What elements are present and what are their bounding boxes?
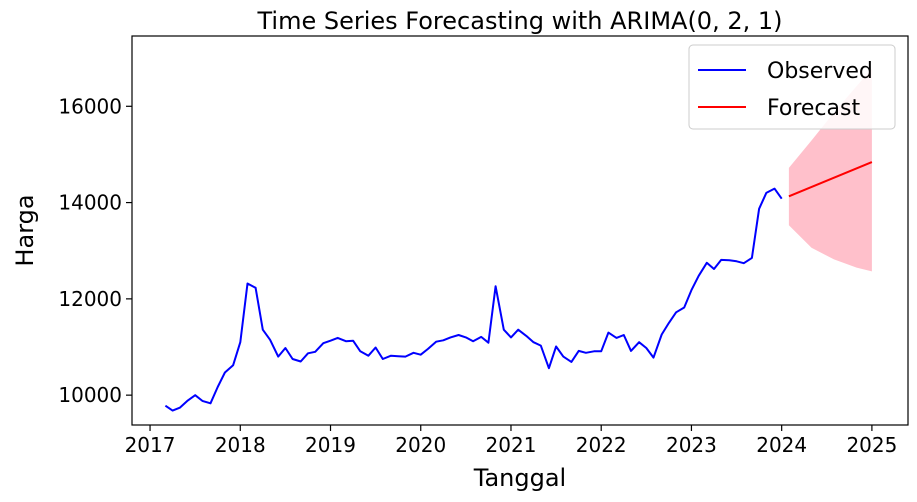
x-tick-label: 2024 (756, 433, 807, 457)
x-tick-label: 2025 (846, 433, 897, 457)
x-tick-label: 2021 (486, 433, 537, 457)
plot-frame (131, 35, 909, 426)
series-line-forecast (788, 161, 873, 198)
chart-title: Time Series Forecasting with ARIMA(0, 2,… (257, 7, 783, 35)
x-tick-label: 2020 (395, 433, 446, 457)
x-tick-label: 2018 (215, 433, 266, 457)
x-tick-label: 2017 (125, 433, 176, 457)
legend: Observed Forecast (688, 44, 896, 130)
y-axis-label: Harga (11, 194, 39, 266)
y-tick-label: 16000 (58, 94, 122, 118)
y-tick-label: 10000 (58, 383, 122, 407)
axes: 2017 2018 2019 2020 2021 2022 2023 2024 2025 1000… (58, 94, 897, 457)
x-axis-label: Tanggal (473, 464, 566, 492)
y-tick-label: 12000 (58, 287, 122, 311)
x-tick-label: 2019 (305, 433, 356, 457)
y-tick-label: 14000 (58, 191, 122, 215)
legend-label-forecast: Forecast (767, 96, 860, 121)
series-line-observed (164, 187, 783, 412)
x-tick-label: 2022 (576, 433, 627, 457)
legend-label-observed: Observed (767, 59, 873, 84)
x-tick-label: 2023 (666, 433, 717, 457)
